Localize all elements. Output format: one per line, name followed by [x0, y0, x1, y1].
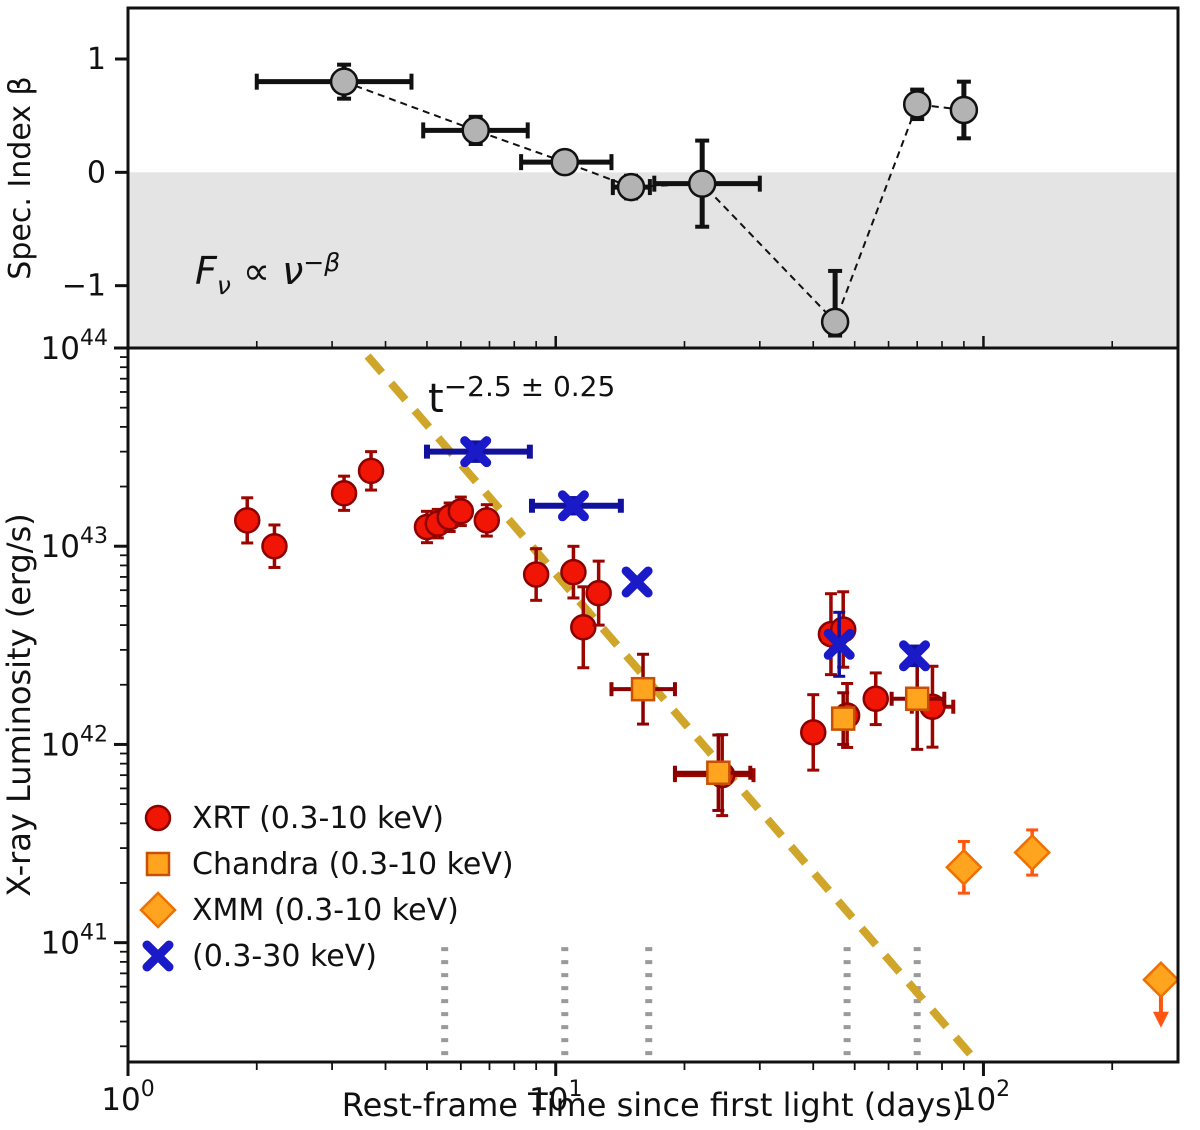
xrt-point	[233, 507, 261, 534]
xrt-point	[473, 507, 501, 534]
xrt-point	[261, 532, 288, 560]
band_0p3_30-point	[621, 566, 653, 598]
band_0p3_30-point	[899, 640, 931, 672]
beta-point	[461, 116, 490, 145]
beta-ytick-label: −1	[62, 269, 106, 304]
luminosity-panel	[233, 348, 1178, 1062]
xtick-label: 100	[101, 1077, 154, 1118]
legend-label: (0.3-30 keV)	[192, 939, 377, 974]
xrt-point	[585, 579, 612, 607]
beta-axis-label: Spec. Index β	[3, 76, 38, 279]
legend-item-xmm: XMM (0.3-10 keV)	[139, 891, 459, 929]
beta-annotation: Fν ∝ ν−β	[195, 248, 340, 300]
xrt-point	[330, 480, 358, 507]
beta-point	[550, 147, 580, 177]
legend-label: XRT (0.3-10 keV)	[192, 801, 444, 836]
upper-limit-arrowhead	[1152, 1011, 1169, 1028]
xrt-point	[144, 804, 172, 832]
ytick-label: 1044	[41, 326, 108, 367]
legend-label: XMM (0.3-10 keV)	[192, 893, 459, 928]
chandra-point	[706, 760, 731, 785]
legend-item-xrt: XRT (0.3-10 keV)	[144, 801, 444, 836]
xrt-point	[522, 561, 550, 588]
beta-point	[329, 67, 359, 96]
chandra-point	[145, 851, 171, 877]
xrt-point	[447, 498, 475, 525]
series-xmm	[945, 828, 1178, 1028]
chandra-point	[830, 706, 856, 731]
beta-panel	[128, 62, 1178, 348]
series-xrt	[233, 450, 956, 818]
legend-label: Chandra (0.3-10 keV)	[192, 847, 514, 882]
beta-point	[902, 90, 932, 119]
xmm-point	[1142, 960, 1178, 999]
xrt-point	[357, 457, 385, 485]
xrt-point	[799, 719, 827, 746]
xtick-label: 102	[957, 1077, 1010, 1118]
beta-point	[820, 307, 850, 337]
beta-point	[687, 169, 717, 198]
luminosity-axes: 100 101 102 1041 1042 1043 1044	[41, 326, 1180, 1118]
xrt-point	[560, 558, 587, 586]
xmm-point	[945, 848, 983, 887]
chandra-point	[904, 686, 930, 712]
beta-point	[949, 95, 979, 125]
band_0p3_30-point	[823, 628, 855, 660]
legend-item-band_0p3_30: (0.3-30 keV)	[142, 939, 377, 974]
beta-ytick-label: 0	[87, 155, 106, 190]
xmm-point	[1013, 833, 1051, 872]
luminosity-axis-label: X-ray Luminosity (erg/s)	[0, 513, 38, 896]
ytick-label: 1041	[41, 921, 108, 962]
band_0p3_30-point	[557, 490, 589, 522]
ytick-label: 1042	[41, 722, 108, 763]
trend-label: t−2.5 ± 0.25	[428, 370, 615, 422]
xrt-point	[570, 614, 597, 641]
xrt-point	[862, 685, 889, 713]
beta-point	[616, 172, 646, 202]
beta-ytick-label: 1	[87, 42, 106, 77]
xtick-label: 101	[529, 1077, 582, 1118]
band_0p3_30-point	[460, 436, 492, 468]
ytick-label: 1043	[41, 524, 108, 565]
x-axis-label: Rest-frame Time since first light (days)	[342, 1086, 964, 1124]
band_0p3_30-point	[142, 940, 174, 972]
series-chandra	[609, 646, 947, 812]
xmm-point	[139, 891, 177, 929]
series-band_0p3_30	[423, 436, 931, 678]
legend: XRT (0.3-10 keV) Chandra (0.3-10 keV) XMM …	[139, 801, 514, 974]
legend-item-chandra: Chandra (0.3-10 keV)	[145, 847, 514, 882]
chandra-point	[630, 676, 656, 702]
shaded-region	[128, 172, 1178, 348]
